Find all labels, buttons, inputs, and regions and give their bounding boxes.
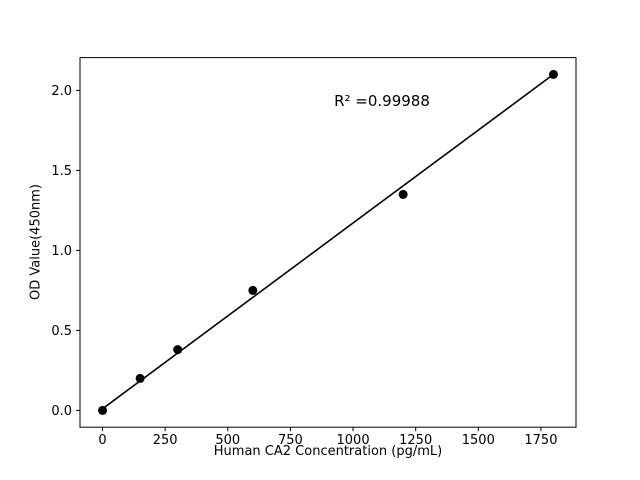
x-axis-label: Human CA2 Concentration (pg/mL) — [213, 444, 443, 459]
data-point — [248, 285, 258, 295]
x-tick-label: 750 — [278, 433, 303, 448]
y-tick-label: 1.0 — [51, 244, 72, 259]
data-point — [98, 405, 108, 415]
y-tick-label: 0.0 — [51, 404, 72, 419]
x-tick-label: 250 — [153, 433, 178, 448]
y-tick-label: 1.5 — [51, 164, 72, 179]
r-squared-annotation: R² =0.99988 — [334, 92, 430, 110]
x-tick-label: 0 — [98, 433, 106, 448]
data-point — [173, 345, 183, 355]
y-tick-label: 2.0 — [51, 84, 72, 99]
x-tick-label: 1000 — [337, 433, 370, 448]
x-tick-label: 1500 — [462, 433, 495, 448]
y-axis-label: OD Value(450nm) — [28, 184, 44, 300]
x-tick-label: 1250 — [399, 433, 432, 448]
data-point — [548, 69, 558, 79]
fit-line — [102, 73, 554, 410]
axes-frame — [79, 57, 577, 428]
data-point — [135, 373, 145, 383]
x-tick-label: 1750 — [524, 433, 557, 448]
y-tick-label: 0.5 — [51, 324, 72, 339]
data-point — [398, 189, 408, 199]
x-tick-label: 500 — [215, 433, 240, 448]
